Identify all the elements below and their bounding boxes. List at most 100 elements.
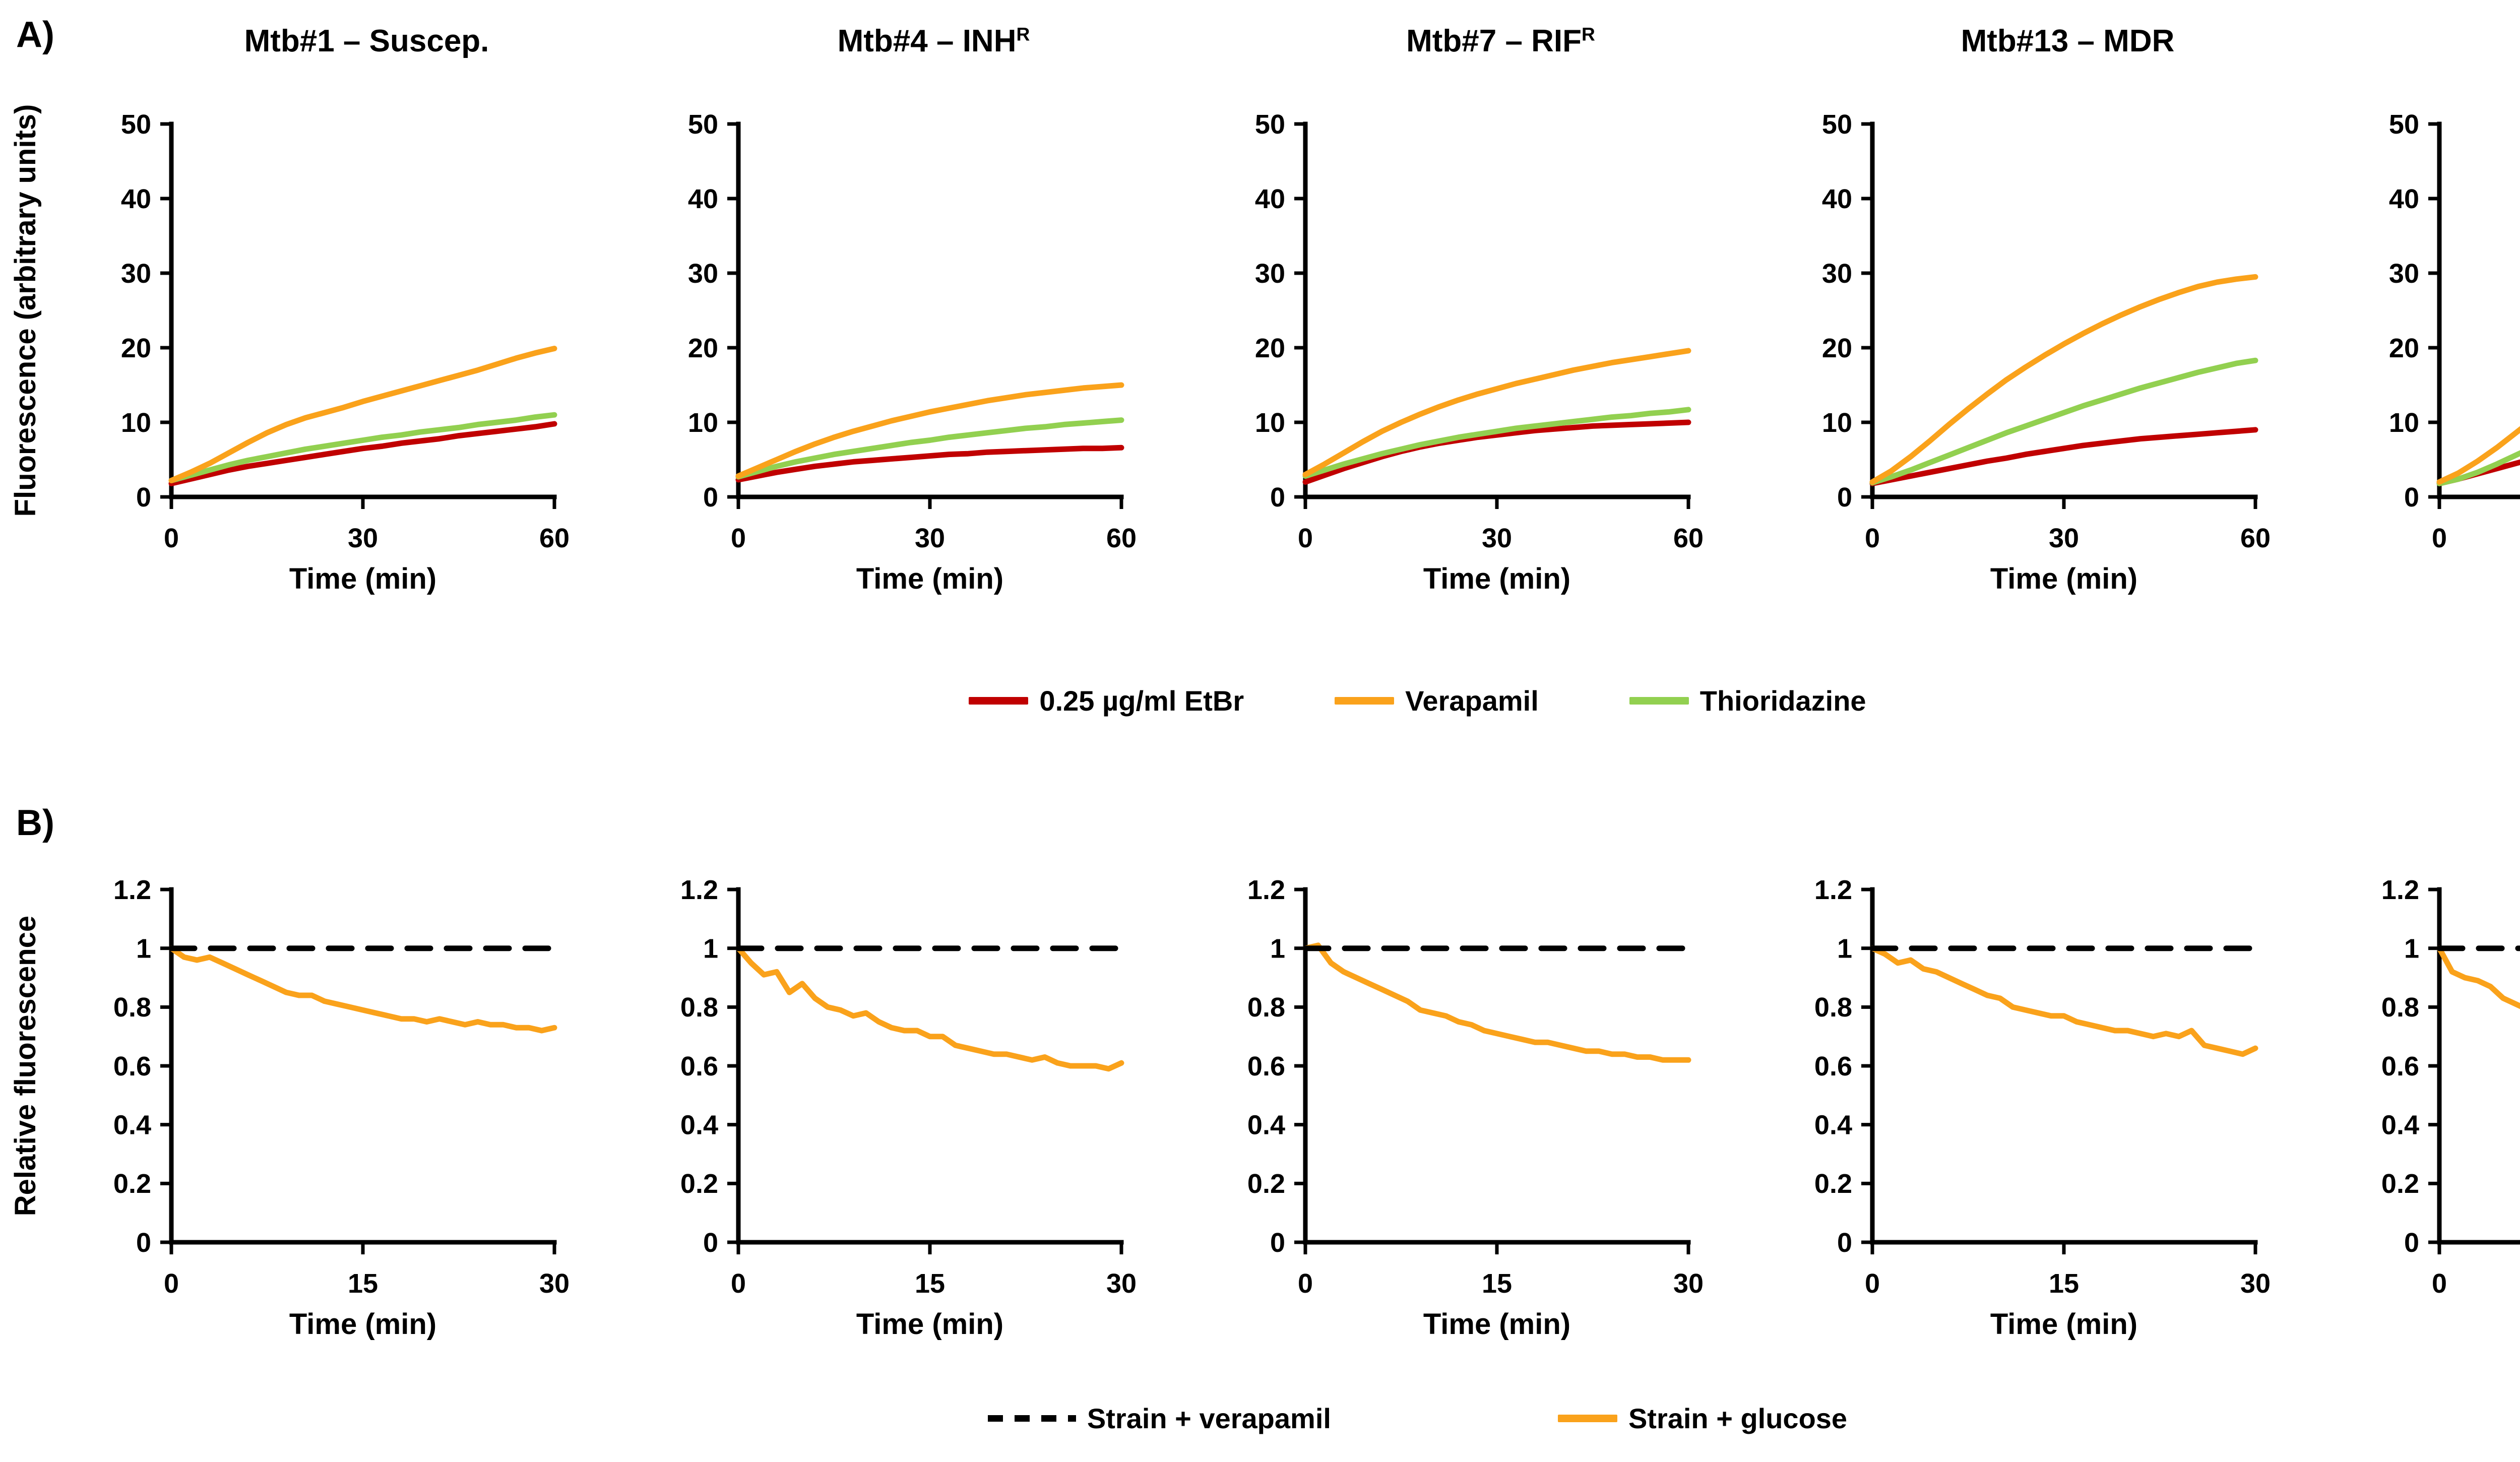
y-axis-title: Fluorescence (arbitrary units) (9, 104, 42, 517)
chart-title-superscript: R (1582, 23, 1595, 45)
line-swatch (969, 697, 1029, 705)
series-0-25-g-ml-etbr (168, 421, 557, 486)
y-tick-label: 0.2 (1247, 1169, 1285, 1199)
legend-label: Thioridazine (1699, 685, 1866, 717)
y-tick-label: 0.8 (1247, 992, 1285, 1023)
x-tick-label: 0 (164, 523, 179, 553)
line-swatch (1557, 1415, 1617, 1422)
y-tick-label: 0.8 (2381, 992, 2419, 1023)
y-tick-label: 20 (688, 333, 718, 363)
y-tick-label: 0 (1837, 482, 1852, 513)
chart-title-text: Mtb#13 – MDR (1961, 24, 2175, 58)
y-tick-label: 20 (1822, 333, 1852, 363)
y-tick-label: 10 (1255, 408, 1285, 438)
y-tick-label: 40 (688, 184, 718, 214)
y-tick-label: 0.4 (1814, 1110, 1852, 1140)
panel-b-label: B) (16, 803, 54, 843)
y-tick-label: 1.2 (680, 875, 718, 905)
y-tick-label: 20 (1255, 333, 1285, 363)
y-tick-label: 0 (136, 482, 151, 513)
y-tick-label: 0 (2404, 1228, 2419, 1258)
y-tick-label: 0.2 (680, 1169, 718, 1199)
series-strain-glucose (168, 945, 557, 1034)
x-tick-label: 0 (731, 523, 746, 553)
chart-cell-b-3: 0 0.2 0.4 0.6 0.8 1 1.2 0 15 30 Time (min) (1134, 859, 1704, 1343)
legend-item-verapamil: Verapamil (1335, 684, 1539, 717)
series-0-25-g-ml-etbr (1869, 427, 2258, 486)
y-tick-label: 0 (136, 1228, 151, 1258)
y-tick-label: 50 (2389, 109, 2419, 140)
panel-a-label: A) (16, 15, 54, 55)
chart-title: Mtb#13 – MDR (1701, 10, 2268, 94)
x-tick-label: 30 (915, 523, 945, 553)
legend-label: Verapamil (1405, 685, 1539, 717)
x-tick-label: 0 (164, 1268, 179, 1299)
axes (169, 887, 557, 1245)
x-tick-label: 0 (2432, 523, 2447, 553)
y-tick-label: 1.2 (2381, 875, 2419, 905)
x-tick-label: 60 (539, 523, 570, 553)
y-tick-label: 0 (1270, 482, 1285, 513)
y-tick-label: 1 (136, 934, 151, 964)
chart-cell-b-1: 0 0.2 0.4 0.6 0.8 1 1.2 0 15 30 Time (min) Relative… (0, 859, 570, 1343)
line-swatch (1335, 697, 1395, 705)
y-tick-label: 0.6 (2381, 1051, 2419, 1082)
chart-cell-mtb-7-rifr: Mtb#7 – RIFR 0 10 20 30 40 50 0 30 60 Time (min) (1134, 10, 1704, 598)
chart-title-text: Mtb#7 – RIF (1406, 24, 1582, 58)
y-tick-label: 40 (1255, 184, 1285, 214)
chart-title: Mtb#1 – Suscep. (0, 10, 567, 94)
series-verapamil (168, 346, 557, 483)
y-tick-label: 0.8 (680, 992, 718, 1023)
legend-item-strain-verapamil: Strain + verapamil (987, 1402, 1331, 1435)
x-tick-label: 15 (915, 1268, 945, 1299)
series-thioridazine (1302, 407, 1691, 479)
x-tick-label: 15 (348, 1268, 378, 1299)
x-tick-label: 60 (2240, 523, 2271, 553)
y-tick-label: 0.8 (113, 992, 151, 1023)
x-tick-label: 30 (1106, 1268, 1137, 1299)
legend-item-strain-glucose: Strain + glucose (1557, 1402, 1847, 1435)
series-verapamil (1869, 274, 2258, 485)
y-tick-label: 1 (2404, 934, 2419, 964)
x-tick-label: 30 (539, 1268, 570, 1299)
chart-title-text: Mtb#4 – INH (837, 24, 1017, 58)
y-tick-label: 0 (1270, 1228, 1285, 1258)
x-axis-title: Time (min) (1990, 562, 2137, 595)
chart-cell-mtb-17-xdr: Mtb#17 – XDR0102030405003060Time (min) (2268, 10, 2520, 598)
x-axis-title: Time (min) (289, 562, 436, 595)
x-tick-label: 30 (1673, 1268, 1704, 1299)
y-tick-label: 1 (1837, 934, 1852, 964)
y-tick-label: 0.8 (1814, 992, 1852, 1023)
chart-title: Mtb#4 – INHR (567, 10, 1134, 94)
chart-cell-b-4: 0 0.2 0.4 0.6 0.8 1 1.2 0 15 30 Time (min) (1701, 859, 2271, 1343)
series-strain-glucose (735, 945, 1124, 1072)
x-tick-label: 0 (1298, 523, 1313, 553)
series-strain-glucose (1302, 942, 1691, 1063)
line-swatch (1629, 697, 1689, 705)
x-tick-label: 0 (1865, 523, 1880, 553)
y-tick-label: 0.6 (680, 1051, 718, 1082)
legend-label: 0.25 µg/ml EtBr (1039, 685, 1244, 717)
x-axis-title: Time (min) (1423, 562, 1570, 595)
series-thioridazine (2436, 450, 2520, 486)
y-axis-title: Relative fluorescence (9, 916, 42, 1216)
series-thioridazine (1869, 357, 2258, 486)
y-tick-label: 10 (688, 408, 718, 438)
series-thioridazine (735, 417, 1124, 480)
x-tick-label: 60 (1106, 523, 1137, 553)
y-tick-label: 0.4 (113, 1110, 151, 1140)
series-verapamil (1302, 348, 1691, 478)
legend-b: Strain + verapamil Strain + glucose (0, 1402, 2520, 1435)
legend-item-thioridazine: Thioridazine (1629, 684, 1866, 717)
axes (2437, 887, 2520, 1245)
row-a: Mtb#1 – Suscep. 0 10 20 30 40 50 0 30 60 Time (min… (0, 10, 2520, 598)
chart-title-text: Mtb#1 – Suscep. (244, 24, 489, 58)
axes (1303, 887, 1691, 1245)
y-tick-label: 0 (703, 482, 718, 513)
